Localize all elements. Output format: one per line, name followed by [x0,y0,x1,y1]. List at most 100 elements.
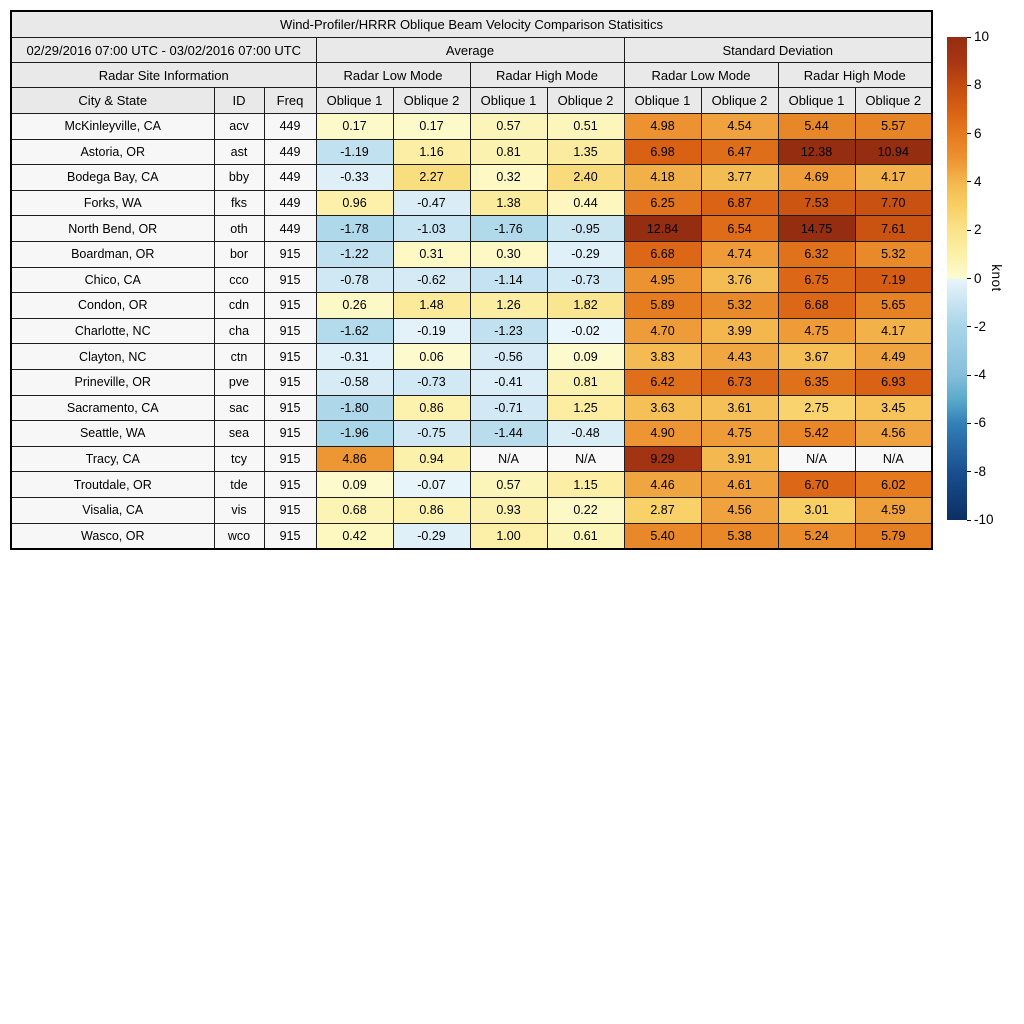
value-cell: -1.22 [315,240,394,268]
value-cell: 5.24 [777,522,856,550]
value-cell: 0.42 [315,522,394,550]
value-cell: 0.17 [315,113,394,140]
table-row: Sacramento, CA sac 915 -1.80 0.86 -0.71 1.25 3.… [10,394,933,422]
value-cell: N/A [854,445,933,473]
value-cell: 6.93 [854,368,933,396]
city-cell: North Bend, OR [10,215,215,242]
freq-cell: 915 [263,292,317,319]
value-cell: 0.81 [546,368,625,396]
column-header-oblique: Oblique 2 [700,87,779,114]
value-cell: -1.03 [392,215,471,242]
freq-cell: 449 [263,189,317,217]
value-cell: 0.86 [392,394,471,422]
colorbar-tickmark [967,84,971,86]
value-cell: -1.23 [469,317,548,345]
value-cell: 3.77 [700,164,779,191]
value-cell: 6.54 [700,215,779,242]
value-cell: -0.58 [315,368,394,396]
value-cell: 4.74 [700,240,779,268]
freq-cell: 915 [263,496,317,524]
value-cell: 0.57 [469,113,548,140]
value-cell: 5.44 [777,113,856,140]
city-cell: Condon, OR [10,292,215,319]
freq-cell: 915 [263,317,317,345]
value-cell: 3.91 [700,445,779,473]
value-cell: -0.47 [392,189,471,217]
value-cell: 3.99 [700,317,779,345]
value-cell: 6.75 [777,266,856,294]
city-cell: Troutdale, OR [10,471,215,498]
value-cell: 0.51 [546,113,625,140]
colorbar-tickmark [967,374,971,376]
value-cell: 1.48 [392,292,471,319]
chart-title: Wind-Profiler/HRRR Oblique Beam Velocity… [10,10,933,38]
value-cell: 0.86 [392,496,471,524]
site-id-cell: bby [213,164,265,191]
value-cell: -0.29 [392,522,471,550]
city-cell: Seattle, WA [10,420,215,447]
value-cell: -0.62 [392,266,471,294]
value-cell: -1.96 [315,420,394,447]
site-id-cell: cdn [213,292,265,319]
value-cell: -1.78 [315,215,394,242]
value-cell: 6.98 [623,138,702,166]
value-cell: N/A [777,445,856,473]
group-header-average: Average [315,37,625,63]
column-header-oblique: Oblique 2 [546,87,625,114]
value-cell: 0.22 [546,496,625,524]
table-row: Prineville, OR pve 915 -0.58 -0.73 -0.41 0.81 6… [10,368,933,396]
freq-cell: 915 [263,240,317,268]
table-row: Condon, OR cdn 915 0.26 1.48 1.26 1.82 5.89 5.32… [10,292,933,319]
value-cell: 0.57 [469,471,548,498]
value-cell: 7.19 [854,266,933,294]
value-cell: 9.29 [623,445,702,473]
colorbar-tick-label: 8 [974,77,982,93]
column-header-oblique: Oblique 2 [392,87,471,114]
value-cell: 4.49 [854,343,933,370]
value-cell: 4.18 [623,164,702,191]
value-cell: 2.40 [546,164,625,191]
value-cell: 6.87 [700,189,779,217]
value-cell: 5.40 [623,522,702,550]
freq-cell: 915 [263,522,317,550]
value-cell: 6.68 [623,240,702,268]
value-cell: 0.17 [392,113,471,140]
value-cell: -1.76 [469,215,548,242]
colorbar-tick-label: 2 [974,222,982,238]
site-id-cell: sea [213,420,265,447]
value-cell: 4.69 [777,164,856,191]
value-cell: -1.44 [469,420,548,447]
freq-cell: 449 [263,113,317,140]
city-cell: Visalia, CA [10,496,215,524]
site-info-header: Radar Site Information [10,62,317,88]
colorbar-tick-label: -2 [974,318,987,334]
colorbar-tickmark [967,181,971,183]
value-cell: 3.01 [777,496,856,524]
colorbar-tickmark [967,326,971,328]
value-cell: 0.94 [392,445,471,473]
table-row: North Bend, OR oth 449 -1.78 -1.03 -1.76 -0.95… [10,215,933,242]
value-cell: 4.54 [700,113,779,140]
city-cell: Forks, WA [10,189,215,217]
value-cell: -0.33 [315,164,394,191]
site-id-cell: pve [213,368,265,396]
value-cell: 2.75 [777,394,856,422]
value-cell: 5.89 [623,292,702,319]
value-cell: -0.19 [392,317,471,345]
freq-cell: 915 [263,266,317,294]
value-cell: -0.48 [546,420,625,447]
column-header-oblique: Oblique 1 [777,87,856,114]
value-cell: -0.95 [546,215,625,242]
column-header-oblique: Oblique 2 [854,87,933,114]
city-cell: Bodega Bay, CA [10,164,215,191]
value-cell: 12.38 [777,138,856,166]
value-cell: N/A [469,445,548,473]
value-cell: 0.31 [392,240,471,268]
colorbar-tick-label: -4 [974,367,987,383]
site-id-cell: ast [213,138,265,166]
value-cell: -1.62 [315,317,394,345]
value-cell: 1.16 [392,138,471,166]
value-cell: 1.82 [546,292,625,319]
site-id-cell: tcy [213,445,265,473]
city-cell: Clayton, NC [10,343,215,370]
